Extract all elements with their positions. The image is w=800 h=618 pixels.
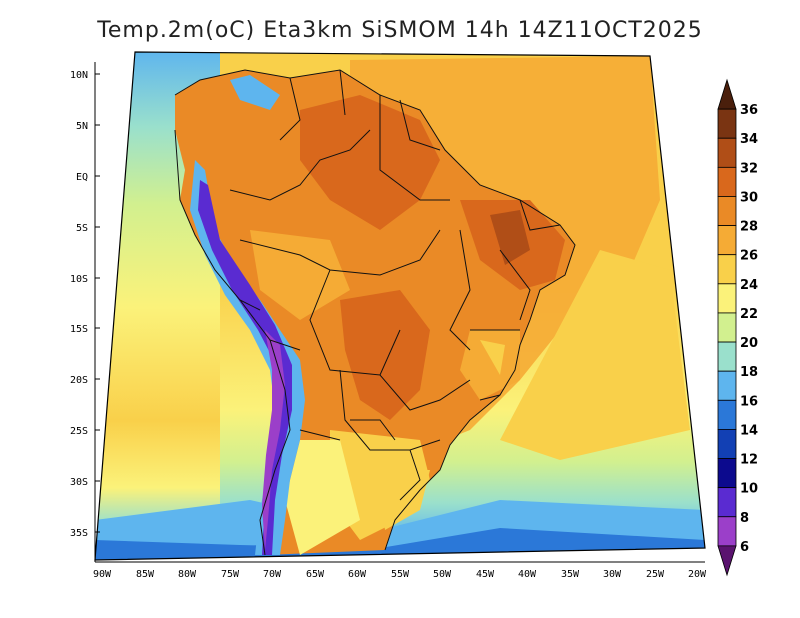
lon-label: 30W bbox=[603, 569, 622, 580]
colorbar-segment bbox=[717, 341, 737, 372]
colorbar-tick-label: 8 bbox=[740, 511, 749, 526]
lat-label: 5S bbox=[76, 223, 88, 234]
colorbar-tick-label: 16 bbox=[740, 394, 758, 409]
colorbar-segment bbox=[717, 137, 737, 168]
colorbar-tick-label: 18 bbox=[740, 365, 758, 380]
colorbar-tick-label: 12 bbox=[740, 453, 758, 468]
colorbar-segment bbox=[717, 429, 737, 459]
lon-label: 85W bbox=[136, 569, 155, 580]
colorbar-segment bbox=[717, 458, 737, 489]
lat-label: EQ bbox=[76, 172, 88, 183]
colorbar-tick-label: 10 bbox=[740, 482, 758, 497]
colorbar-tick-label: 24 bbox=[740, 278, 758, 293]
lon-label: 45W bbox=[476, 569, 495, 580]
lat-label: 25S bbox=[70, 426, 88, 437]
map-title: Temp.2m(oC) Eta3km SiSMOM 14h 14Z11OCT20… bbox=[97, 18, 703, 43]
map-frame bbox=[94, 51, 706, 561]
colorbar-tick-label: 36 bbox=[740, 103, 758, 118]
lon-label: 35W bbox=[561, 569, 580, 580]
lat-label: 35S bbox=[70, 528, 88, 539]
lat-label: 15S bbox=[70, 324, 88, 335]
colorbar-tick-label: 28 bbox=[740, 220, 758, 235]
lat-label: 10S bbox=[70, 274, 88, 285]
colorbar-segment bbox=[717, 516, 737, 547]
lat-label: 5N bbox=[76, 121, 88, 132]
colorbar-segment bbox=[717, 312, 737, 343]
colorbar-segment bbox=[717, 225, 737, 256]
colorbar-tick-label: 32 bbox=[740, 161, 758, 176]
country-borders bbox=[174, 69, 576, 556]
lon-label: 50W bbox=[433, 569, 452, 580]
colorbar-tick-label: 34 bbox=[740, 132, 758, 147]
lat-label: 10N bbox=[70, 70, 88, 81]
lon-label: 90W bbox=[93, 569, 112, 580]
colorbar: 36 34 32 30 28 26 24 22 20 18 16 14 12 10 8 6 bbox=[717, 78, 758, 577]
lon-label: 20W bbox=[688, 569, 707, 580]
colorbar-segment bbox=[717, 545, 737, 577]
lon-label: 40W bbox=[518, 569, 537, 580]
colorbar-segment bbox=[717, 108, 737, 139]
lon-label: 70W bbox=[263, 569, 282, 580]
colorbar-segment bbox=[717, 487, 737, 518]
latitude-axis: 10N 5N EQ 5S 10S 15S 20S 25S 30S 35S bbox=[70, 70, 100, 539]
colorbar-segment bbox=[717, 78, 737, 110]
lon-label: 55W bbox=[391, 569, 410, 580]
colorbar-tick-label: 26 bbox=[740, 249, 758, 264]
colorbar-tick-label: 14 bbox=[740, 423, 758, 438]
colorbar-segment bbox=[717, 399, 737, 430]
lon-label: 75W bbox=[221, 569, 240, 580]
lon-label: 25W bbox=[646, 569, 665, 580]
colorbar-segment bbox=[717, 254, 737, 285]
longitude-axis: 90W 85W 80W 75W 70W 65W 60W 55W 50W 45W … bbox=[93, 569, 707, 580]
colorbar-segment bbox=[717, 370, 737, 401]
colorbar-tick-label: 30 bbox=[740, 190, 758, 205]
colorbar-tick-label: 22 bbox=[740, 307, 758, 322]
lat-label: 30S bbox=[70, 477, 88, 488]
lat-label: 20S bbox=[70, 375, 88, 386]
colorbar-segment bbox=[717, 283, 737, 314]
colorbar-segment bbox=[717, 196, 737, 226]
lon-label: 65W bbox=[306, 569, 325, 580]
colorbar-segment bbox=[717, 166, 737, 197]
map-field bbox=[95, 52, 705, 560]
colorbar-tick-label: 6 bbox=[740, 540, 749, 555]
lon-label: 60W bbox=[348, 569, 367, 580]
colorbar-tick-label: 20 bbox=[740, 336, 758, 351]
lon-label: 80W bbox=[178, 569, 197, 580]
